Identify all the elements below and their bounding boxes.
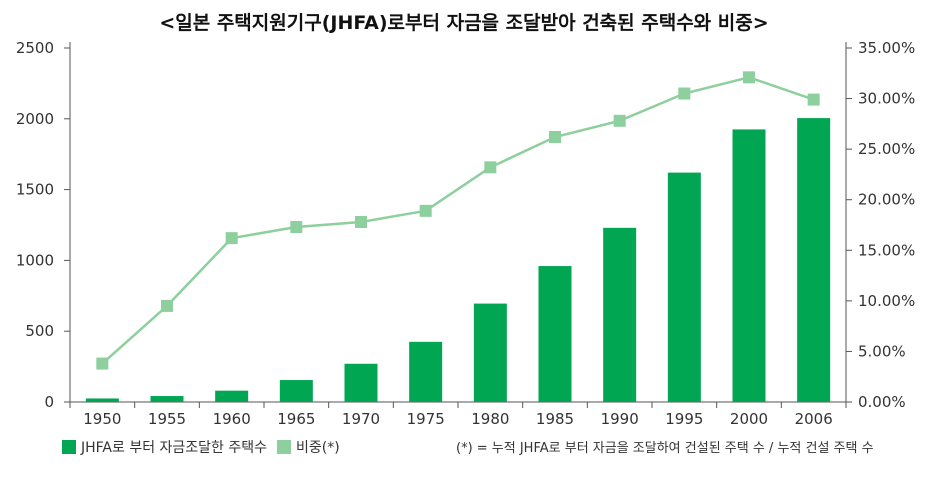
- y-right-tick-label: 30.00%: [858, 90, 915, 108]
- y-right-tick-label: 20.00%: [858, 191, 915, 209]
- y-right-tick-label: 10.00%: [858, 292, 915, 310]
- legend-item-bars: JHFA로 부터 자금조달한 주택수: [62, 437, 267, 457]
- legend-swatch-line: [277, 440, 292, 454]
- x-tick-label: 1970: [342, 410, 380, 428]
- x-tick-label: 2000: [730, 410, 768, 428]
- share-marker: [161, 299, 173, 312]
- footnote: (*) = 누적 JHFA로 부터 자금을 조달하여 건설된 주택 수 / 누적…: [456, 441, 874, 456]
- x-tick-label: 1965: [277, 410, 315, 428]
- share-marker: [484, 161, 497, 174]
- x-tick-label: 1980: [471, 410, 509, 428]
- x-tick-label: 1995: [665, 410, 703, 428]
- y-left-tick-label: 1500: [16, 181, 54, 199]
- x-tick-label: 1990: [601, 410, 639, 428]
- x-tick-label: 1960: [213, 410, 251, 428]
- x-tick-label: 1975: [407, 410, 445, 428]
- line-series: [96, 71, 820, 370]
- bar: [603, 227, 637, 402]
- bar: [85, 398, 119, 402]
- y-right-tick-label: 35.00%: [858, 39, 915, 57]
- y-right-tick-label: 0.00%: [858, 393, 906, 411]
- share-line: [101, 76, 815, 365]
- y-left-tick-label: 2500: [16, 39, 54, 57]
- y-right-tick-label: 5.00%: [858, 342, 906, 360]
- bar-series: [85, 118, 831, 403]
- share-marker: [225, 232, 238, 245]
- y-left-tick-label: 500: [25, 322, 54, 340]
- chart-title: <일본 주택지원기구(JHFA)로부터 자금을 조달받아 건축된 주택수와 비중…: [159, 12, 769, 34]
- legend-label-line: 비중(*): [296, 440, 340, 456]
- y-left-tick-label: 2000: [16, 110, 54, 128]
- axes: [64, 42, 852, 408]
- y-left-tick-label: 1000: [16, 251, 54, 269]
- x-tick-label: 1955: [148, 410, 186, 428]
- x-tick-label: 2006: [795, 410, 833, 428]
- bar: [538, 266, 572, 402]
- bar: [409, 341, 443, 402]
- x-tick-label: 1985: [536, 410, 574, 428]
- share-marker: [419, 204, 432, 217]
- y-left-tick-label: 0: [44, 393, 54, 411]
- share-marker: [678, 87, 691, 100]
- legend-swatch-bars: [62, 440, 76, 454]
- bar: [473, 303, 507, 402]
- share-marker: [743, 71, 755, 84]
- tick-labels: 0 500 1000 1500 2000 2500 0.00% 5.00% 10.00% 15.0…: [16, 39, 915, 428]
- y-right-tick-label: 15.00%: [858, 241, 915, 259]
- share-marker: [613, 114, 626, 127]
- y-right-tick-label: 25.00%: [858, 140, 915, 158]
- bar: [215, 390, 249, 402]
- share-marker: [355, 215, 367, 228]
- bar: [279, 380, 313, 402]
- share-marker: [290, 221, 303, 234]
- bar: [150, 396, 184, 402]
- bar: [732, 129, 766, 403]
- bar: [344, 363, 378, 402]
- share-marker: [549, 131, 561, 144]
- legend-label-bars: JHFA로 부터 자금조달한 주택수: [81, 440, 268, 456]
- bar: [667, 172, 701, 402]
- share-marker: [807, 93, 820, 106]
- legend-item-line: 비중(*): [277, 437, 340, 457]
- share-marker: [96, 357, 109, 370]
- x-tick-label: 1950: [83, 410, 121, 428]
- legend: JHFA로 부터 자금조달한 주택수 비중(*): [62, 437, 350, 457]
- bar: [797, 118, 831, 402]
